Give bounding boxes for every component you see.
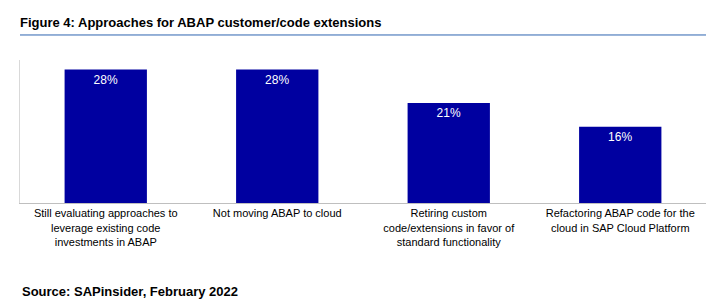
svg-text:28%: 28% — [94, 73, 118, 87]
svg-text:21%: 21% — [437, 106, 461, 120]
svg-text:16%: 16% — [608, 130, 632, 144]
svg-text:Still evaluating approaches to: Still evaluating approaches toleverage e… — [34, 207, 178, 248]
svg-text:Refactoring ABAP code for thec: Refactoring ABAP code for thecloud in SA… — [546, 207, 695, 233]
svg-text:Source: SAPinsider, February 2: Source: SAPinsider, February 2022 — [22, 284, 238, 299]
svg-text:28%: 28% — [265, 73, 289, 87]
svg-text:Retiring customcode/extensions: Retiring customcode/extensions in favor … — [383, 207, 515, 248]
svg-text:Figure 4: Approaches for ABAP: Figure 4: Approaches for ABAP customer/c… — [20, 15, 381, 30]
svg-text:Not moving ABAP to cloud: Not moving ABAP to cloud — [213, 207, 342, 219]
